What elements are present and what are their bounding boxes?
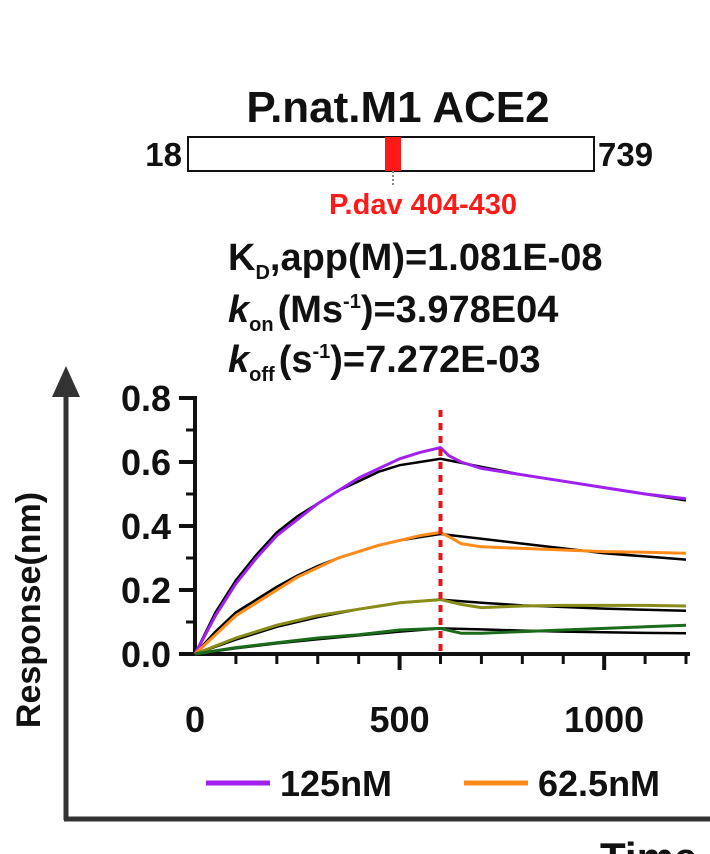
kon-line: kon (Ms-1)=3.978E04 — [228, 289, 558, 336]
x-tick-label: 500 — [370, 699, 430, 740]
kon-unit: (Ms — [278, 289, 343, 331]
kon-subscript: on — [249, 314, 273, 336]
x-ticks: 0 500 1000 — [185, 654, 688, 740]
series-line-62.5nM — [193, 530, 687, 656]
koff-subscript: off — [249, 364, 275, 386]
y-tick-label: 0.0 — [121, 634, 171, 675]
y-tick-label: 0.4 — [121, 506, 171, 547]
x-tick-label: 0 — [185, 699, 205, 740]
kon-superscript: -1 — [343, 291, 361, 313]
series-line-31.25nM — [194, 598, 687, 656]
domain-start-label: 18 — [145, 136, 182, 173]
x-axis-label: Time — [600, 834, 697, 854]
legend-label: 62.5nM — [538, 763, 660, 804]
outer-y-arrow-head — [52, 366, 80, 397]
koff-superscript: -1 — [312, 341, 330, 363]
legend-label: 125nM — [280, 763, 392, 804]
domain-end-label: 739 — [598, 136, 653, 173]
epitope-segment — [385, 137, 401, 171]
series-lines — [193, 446, 687, 656]
legend: 125nM 62.5nM — [206, 763, 660, 804]
y-tick-label: 0.2 — [121, 570, 171, 611]
kd-value: ,app(M)=1.081E-08 — [270, 237, 603, 279]
epitope-label: P.dav 404-430 — [329, 189, 517, 221]
x-tick-label: 1000 — [564, 699, 644, 740]
kon-value: )=3.978E04 — [361, 289, 559, 331]
kd-line: KD,app(M)=1.081E-08 — [228, 237, 603, 284]
koff-value: )=7.272E-03 — [330, 339, 540, 381]
y-ticks: 0.0 0.2 0.4 0.6 0.8 — [121, 378, 195, 675]
koff-line: koff (s-1)=7.272E-03 — [228, 339, 541, 386]
kd-subscript: D — [255, 262, 269, 284]
kd-symbol: K — [228, 237, 256, 279]
koff-symbol: k — [228, 339, 251, 381]
series-line-125nM — [193, 446, 687, 655]
y-axis-label: Response(nm) — [10, 492, 48, 728]
koff-unit: (s — [279, 339, 313, 381]
protein-title: P.nat.M1 ACE2 — [246, 83, 549, 132]
y-tick-label: 0.8 — [121, 378, 171, 419]
series-line-15.6nM — [194, 623, 687, 656]
y-tick-label: 0.6 — [121, 442, 171, 483]
kon-symbol: k — [228, 289, 251, 331]
